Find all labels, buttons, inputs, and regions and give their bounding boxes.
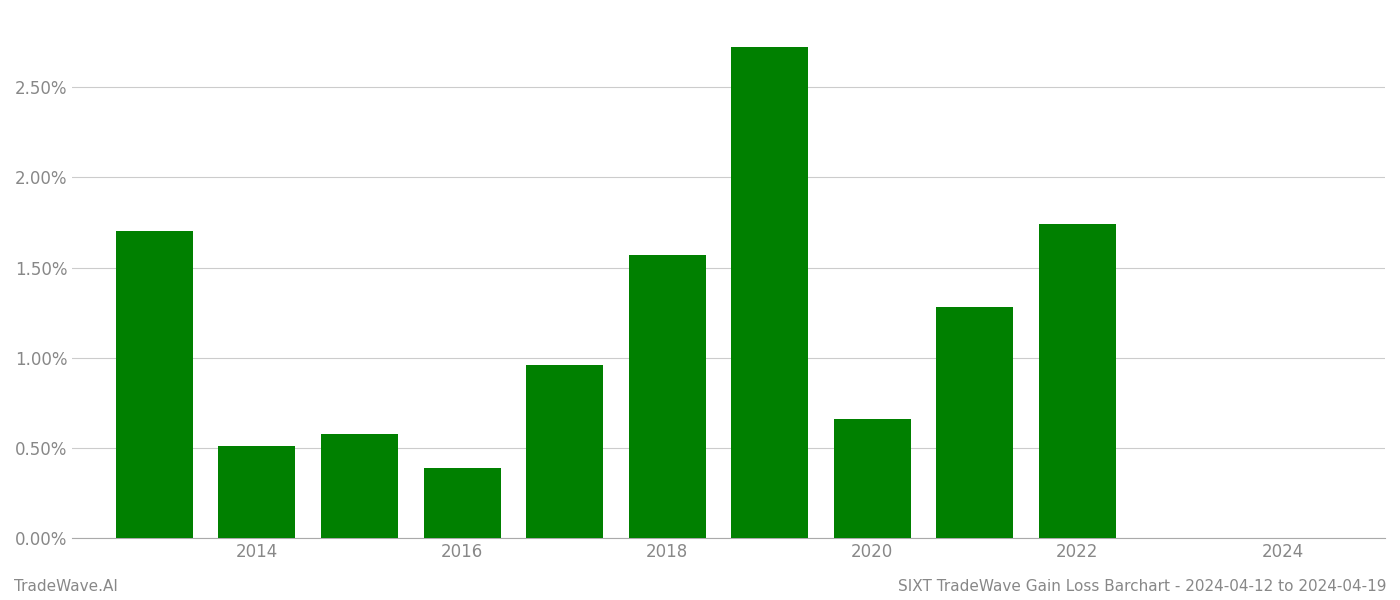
Bar	[731, 47, 808, 538]
Bar	[1039, 224, 1116, 538]
Bar	[424, 468, 501, 538]
Text: SIXT TradeWave Gain Loss Barchart - 2024-04-12 to 2024-04-19: SIXT TradeWave Gain Loss Barchart - 2024…	[897, 579, 1386, 594]
Bar	[629, 255, 706, 538]
Bar	[937, 307, 1014, 538]
Text: TradeWave.AI: TradeWave.AI	[14, 579, 118, 594]
Bar	[834, 419, 911, 538]
Bar	[321, 434, 398, 538]
Bar	[116, 232, 193, 538]
Bar	[526, 365, 603, 538]
Bar	[218, 446, 295, 538]
